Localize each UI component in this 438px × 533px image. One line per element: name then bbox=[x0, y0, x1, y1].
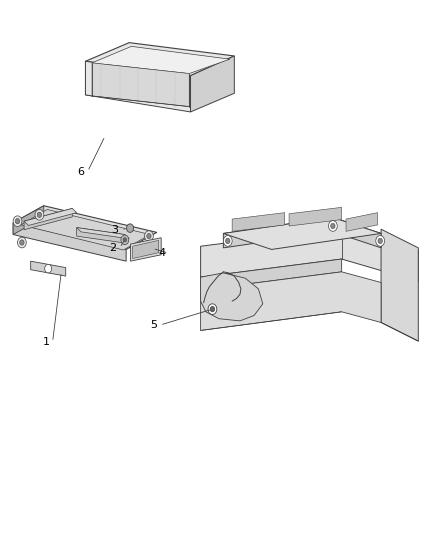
Polygon shape bbox=[131, 238, 161, 261]
Polygon shape bbox=[31, 261, 66, 276]
Circle shape bbox=[18, 237, 26, 248]
Circle shape bbox=[35, 209, 44, 220]
Circle shape bbox=[331, 223, 335, 229]
Text: 2: 2 bbox=[110, 243, 117, 253]
Text: 3: 3 bbox=[111, 225, 118, 235]
Circle shape bbox=[15, 219, 20, 224]
Text: 4: 4 bbox=[159, 248, 166, 258]
Polygon shape bbox=[201, 272, 381, 330]
Text: 6: 6 bbox=[78, 167, 85, 176]
Polygon shape bbox=[24, 208, 77, 225]
Polygon shape bbox=[85, 61, 191, 112]
Polygon shape bbox=[191, 56, 234, 112]
Polygon shape bbox=[77, 228, 129, 239]
Polygon shape bbox=[13, 206, 44, 235]
Polygon shape bbox=[201, 273, 263, 321]
Circle shape bbox=[378, 238, 382, 244]
Circle shape bbox=[37, 212, 42, 217]
Circle shape bbox=[376, 236, 385, 246]
Polygon shape bbox=[13, 223, 126, 261]
Polygon shape bbox=[92, 63, 189, 107]
Circle shape bbox=[123, 238, 127, 242]
Polygon shape bbox=[346, 213, 378, 231]
Circle shape bbox=[13, 216, 22, 227]
Polygon shape bbox=[77, 228, 125, 243]
Polygon shape bbox=[201, 228, 418, 281]
Polygon shape bbox=[24, 208, 72, 230]
Text: 5: 5 bbox=[150, 320, 157, 330]
Circle shape bbox=[145, 231, 153, 241]
Polygon shape bbox=[13, 206, 157, 249]
Circle shape bbox=[208, 304, 217, 314]
Polygon shape bbox=[85, 61, 92, 96]
Polygon shape bbox=[223, 217, 381, 249]
Circle shape bbox=[328, 221, 337, 231]
Circle shape bbox=[210, 306, 215, 312]
Circle shape bbox=[121, 235, 129, 245]
Circle shape bbox=[226, 238, 230, 244]
Polygon shape bbox=[232, 213, 285, 231]
Polygon shape bbox=[289, 207, 342, 226]
Polygon shape bbox=[381, 229, 418, 341]
Circle shape bbox=[147, 233, 151, 239]
Polygon shape bbox=[85, 43, 234, 76]
Polygon shape bbox=[223, 217, 381, 248]
Text: 1: 1 bbox=[42, 337, 49, 347]
Polygon shape bbox=[21, 209, 150, 250]
Polygon shape bbox=[201, 259, 342, 290]
Circle shape bbox=[45, 264, 52, 273]
Circle shape bbox=[20, 240, 24, 245]
Polygon shape bbox=[133, 240, 159, 259]
Circle shape bbox=[127, 224, 134, 232]
Polygon shape bbox=[92, 46, 230, 74]
Circle shape bbox=[223, 236, 232, 246]
